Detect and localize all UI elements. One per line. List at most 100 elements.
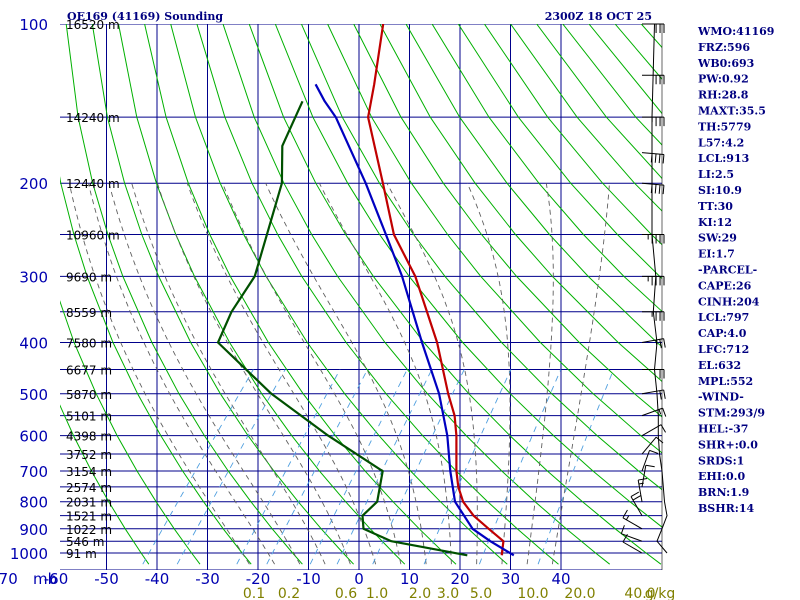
index-line-20: LFC:712 [698,343,749,356]
dry-adiabat-230 [60,404,150,565]
temp-label-10: 10 [400,570,419,588]
mixing-ratio-label-3: 1.0 [366,586,388,600]
mixing-ratio-line-1 [266,369,368,565]
height-label-700: 3154 m [66,465,112,479]
mixing-ratio-line-2 [309,369,408,565]
index-line-19: CAP:4.0 [698,327,747,340]
height-label-200: 12440 m [66,177,120,191]
pressure-label-300: 300 [19,268,48,286]
mixing-ratio-line-0.6 [236,369,341,565]
temp-label-20: 20 [450,570,469,588]
pressure-label-900: 900 [19,521,48,539]
index-line-25: HEL:-37 [698,423,748,436]
pressure-label-100: 100 [19,16,48,34]
dry-adiabat-370 [353,24,662,418]
wind-barb-350 [642,311,665,321]
mixing-ratio-line-0.2 [176,369,286,565]
dry-adiabat-340 [274,24,662,528]
dry-adiabat-350 [300,24,662,491]
index-line-24: STM:293/9 [698,407,765,420]
index-line-12: KI:12 [698,216,732,229]
pressure-label-200: 200 [19,175,48,193]
dry-adiabat-260 [65,24,303,565]
dry-adiabat-420 [483,24,662,246]
profile-series [216,24,515,557]
index-line-26: SHR+:0.0 [698,438,758,451]
height-label-850: 1521 m [66,510,112,524]
index-line-16: CAPE:26 [698,279,752,292]
temp-label--60: -60 [44,570,69,588]
temp-label--50: -50 [94,570,119,588]
index-line-27: SRDS:1 [698,454,744,467]
height-label-550: 5101 m [66,410,112,424]
index-line-7: L57:4.2 [698,136,744,149]
dry-adiabat-390 [405,24,662,348]
mixing-ratio-line-40 [537,369,615,565]
index-line-11: TT:30 [698,200,733,213]
height-label-250: 10960 m [66,229,120,243]
index-line-17: CINH:204 [698,295,760,308]
height-label-950: 546 m [66,535,104,549]
moist-adiabat-25 [386,182,478,565]
dry-adiabat-330 [248,24,662,565]
height-label-600: 4398 m [66,430,112,444]
index-line-21: EL:632 [698,359,741,372]
moist-adiabat--10 [108,183,301,565]
mixing-ratio-label-1: 0.2 [278,586,300,600]
height-label-500: 5870 m [66,388,112,402]
mixing-ratio-line-0.1 [142,369,254,565]
pressure-label-500: 500 [19,386,48,404]
dry-adiabat-450 [562,24,662,146]
wind-barb-600 [641,424,666,437]
height-label-800: 2031 m [66,496,112,510]
index-line-14: EI:1.7 [698,248,735,261]
wind-barbs [620,23,667,554]
mixing-ratio-label-8: 20.0 [564,586,595,600]
dry-adiabat-240 [60,300,201,565]
dry-adiabat-360 [327,24,662,454]
mixing-ratio-line-3 [336,369,433,565]
dry-adiabat-250 [60,176,252,565]
wind-barb-700 [641,449,659,472]
moist-adiabat--5 [131,183,326,565]
pressure-label-600: 600 [19,428,48,446]
height-label-900: 1022 m [66,523,112,537]
isotherm-lines [106,24,562,570]
wind-barb-750 [641,464,655,487]
moist-adiabat-20 [318,182,452,565]
height-label-650: 3752 m [66,448,112,462]
temp-label--10: -10 [296,570,321,588]
mixing-ratio-label-9: 40.0 [624,586,655,600]
dry-adiabat-540 [787,12,800,564]
wind-barb-450 [642,369,665,379]
mixing-ratio-label-10: g/kg [645,586,676,600]
moist-adiabat-0 [156,183,351,565]
dry-adiabat-460 [588,24,662,115]
index-line-5: MAXT:35.5 [698,105,766,118]
dry-adiabat-300 [170,24,508,565]
temp-label--30: -30 [195,570,220,588]
temperature-line [367,24,505,556]
index-line-3: PW:0.92 [698,73,749,86]
index-line-28: EHI:0.0 [698,470,745,483]
stability-indices-panel: WMO:41169 FRZ:596 WB0:693 PW:0.92 RH:28.8 MAX… [697,25,774,515]
dry-adiabat-380 [379,24,662,383]
height-label-400: 7580 m [66,336,112,350]
height-label-300: 9690 m [66,270,112,284]
index-line-10: SI:10.9 [698,184,742,197]
wind-barb-1000 [622,533,643,554]
isobar-lines [60,24,662,570]
height-label-750: 2574 m [66,481,112,495]
mixing-ratio-line-20 [478,369,562,565]
pressure-label-1000: 1000 [10,545,48,563]
mixing-ratio-labels: 0.1 0.2 0.6 1.0 2.0 3.0 5.0 10.0 20.0 40.0g/kg [243,586,675,600]
mixing-ratio-label-6: 5.0 [470,586,492,600]
wind-barb-125 [642,74,665,85]
height-label-100: 16520 m [66,18,120,32]
dry-adiabat-270 [91,24,354,565]
wind-barb-300 [642,275,665,286]
pressure-tick-labels: 100 200 300 400 500 600 700 800 900 1000 mb [10,16,57,588]
index-line-13: SW:29 [698,232,737,245]
wind-barb-100 [642,23,665,33]
mixing-ratio-label-4: 2.0 [409,586,431,600]
